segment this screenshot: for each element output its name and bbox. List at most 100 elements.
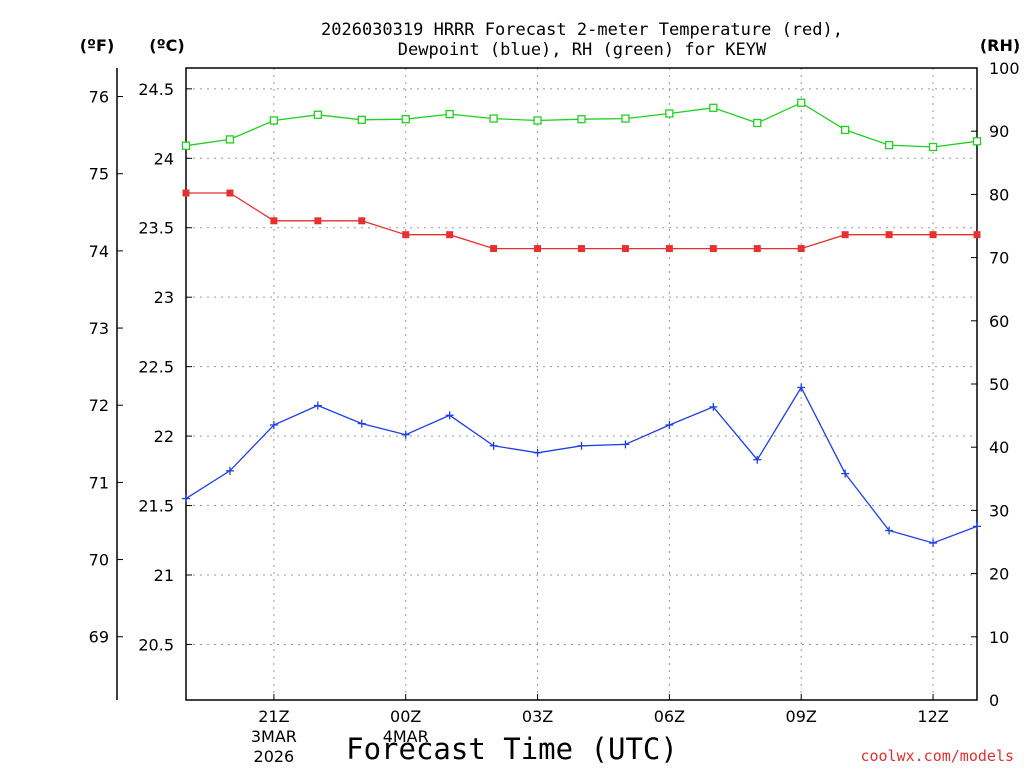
dewpoint-point-4: [357, 419, 366, 428]
fahrenheit-tick-label-70: 70: [89, 551, 109, 570]
rh-tick-label-10: 10: [989, 628, 1009, 647]
celsius-tick-label-22: 22: [154, 427, 174, 446]
rh-tick-label-0: 0: [989, 691, 999, 710]
rh-point-3: [313, 110, 322, 119]
celsius-axis: 20.5 21 21.5 22 22.5 23 23.5 24 24.5: [138, 80, 192, 654]
rh-point-15: [841, 125, 850, 135]
rh-tick-label-60: 60: [989, 312, 1009, 331]
temperature-point-9: [578, 245, 585, 253]
celsius-tick-label-21: 21: [154, 566, 174, 585]
temperature-point-6: [446, 231, 454, 239]
rh-point-4: [357, 115, 366, 124]
rh-point-0: [181, 141, 191, 150]
rh-tick-label-30: 30: [989, 501, 1009, 520]
temperature-point-12: [709, 245, 717, 253]
temperature-point-7: [490, 245, 498, 253]
series-dewpoint: [182, 383, 981, 548]
temperature-point-5: [402, 231, 410, 239]
fahrenheit-tick-label-75: 75: [89, 165, 109, 184]
dewpoint-point-14: [797, 383, 806, 392]
dewpoint-point-1: [225, 466, 234, 475]
rh-point-8: [533, 116, 542, 125]
fahrenheit-tick-label-73: 73: [89, 319, 109, 338]
fahrenheit-tick-label-72: 72: [89, 396, 109, 415]
chart-title: 2026030319 HRRR Forecast 2-meter Tempera…: [321, 20, 843, 60]
rh-point-1: [225, 135, 235, 144]
celsius-tick-label-21.5: 21.5: [138, 497, 174, 516]
rh-axis: 0 10 20 30 40 50 60 70 80 90 100: [971, 59, 1020, 710]
rh-point-14: [797, 98, 806, 107]
fahrenheit-tick-label-71: 71: [89, 473, 109, 492]
fahrenheit-tick-label-76: 76: [89, 88, 109, 107]
x-axis-label: Forecast Time (UTC): [346, 732, 678, 766]
rh-point-9: [577, 115, 586, 124]
rh-point-2: [269, 116, 279, 125]
dewpoint-point-9: [577, 441, 586, 450]
rh-tick-label-50: 50: [989, 375, 1009, 394]
x-tick-label-00Z: 00Z: [390, 707, 421, 726]
series-temperature: [182, 189, 981, 253]
dewpoint-point-2: [269, 420, 278, 429]
rh-tick-label-90: 90: [989, 122, 1009, 141]
title-line-2: Dewpoint (blue), RH (green) for KEYW: [398, 40, 767, 60]
x-tick-label-06Z: 06Z: [654, 707, 685, 726]
rh-point-7: [489, 114, 498, 123]
dewpoint-point-18: [973, 522, 981, 531]
dewpoint-point-17: [929, 539, 938, 548]
temperature-point-15: [841, 231, 849, 239]
rh-unit-label: (RH): [980, 36, 1020, 55]
rh-point-5: [401, 115, 410, 124]
temperature-point-17: [929, 231, 937, 239]
celsius-unit-label: (ºC): [149, 36, 184, 55]
x-date-label-3MAR: 3MAR: [251, 727, 297, 746]
x-tick-label-09Z: 09Z: [786, 707, 817, 726]
rh-tick-label-20: 20: [989, 565, 1009, 584]
temperature-point-0: [182, 189, 190, 197]
temperature-point-10: [621, 245, 629, 253]
celsius-tick-label-23.5: 23.5: [138, 219, 174, 238]
fahrenheit-tick-label-69: 69: [89, 628, 109, 647]
temperature-line: [186, 192, 977, 250]
dewpoint-point-16: [885, 526, 894, 535]
rh-point-10: [621, 114, 630, 123]
temperature-point-3: [314, 217, 322, 225]
data-series: [181, 98, 982, 548]
rh-tick-label-70: 70: [989, 249, 1009, 268]
dewpoint-point-10: [621, 440, 630, 449]
credit-text: coolwx.com/models: [860, 747, 1014, 765]
rh-point-13: [753, 118, 762, 128]
temperature-point-4: [358, 217, 366, 225]
x-tick-label-12Z: 12Z: [917, 707, 948, 726]
rh-point-6: [445, 109, 454, 119]
dewpoint-point-8: [533, 448, 542, 457]
rh-tick-label-40: 40: [989, 438, 1009, 457]
x-tick-label-03Z: 03Z: [522, 707, 553, 726]
dewpoint-point-15: [841, 469, 850, 478]
dewpoint-point-13: [753, 455, 762, 464]
x-date-label-2026: 2026: [254, 747, 295, 766]
temperature-point-8: [534, 245, 542, 253]
temperature-point-14: [797, 245, 805, 253]
plot-frame: [185, 67, 978, 701]
rh-point-16: [884, 140, 894, 150]
celsius-tick-label-22.5: 22.5: [138, 358, 174, 377]
rh-tick-label-80: 80: [989, 185, 1009, 204]
dewpoint-point-6: [445, 411, 454, 420]
temperature-point-16: [885, 231, 893, 239]
fahrenheit-unit-label: (ºF): [80, 36, 115, 55]
series-rh: [181, 98, 982, 152]
x-date-label-4MAR: 4MAR: [383, 727, 429, 746]
dewpoint-line: [185, 386, 978, 544]
axes: [116, 67, 978, 701]
rh-point-12: [709, 103, 718, 112]
fahrenheit-axis: 69 70 71 72 73 74 75 76: [89, 88, 123, 647]
rh-line: [185, 102, 978, 148]
temperature-point-2: [270, 217, 278, 225]
dewpoint-point-12: [709, 402, 718, 411]
rh-point-11: [665, 109, 674, 118]
temperature-point-13: [753, 245, 761, 253]
rh-point-18: [972, 137, 982, 146]
celsius-tick-label-24.5: 24.5: [138, 80, 174, 99]
grid-lines: [186, 68, 977, 700]
